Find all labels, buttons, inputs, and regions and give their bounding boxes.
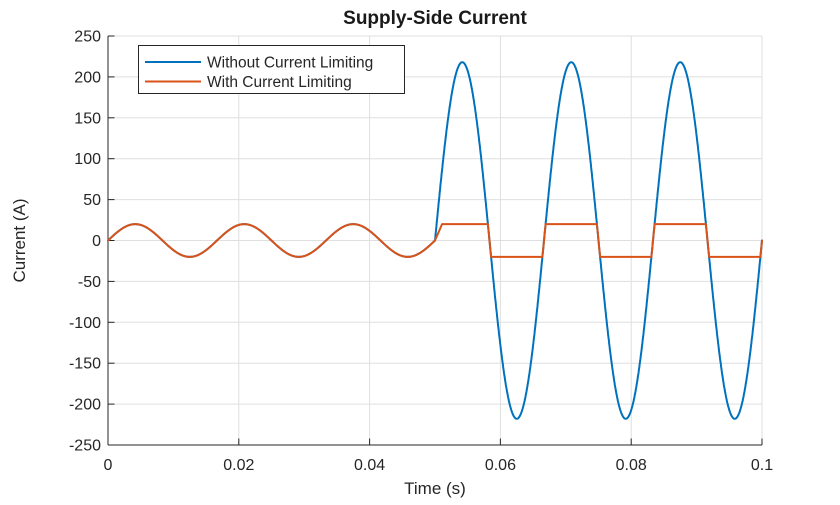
y-tick-label: 150: [74, 110, 101, 127]
y-tick-label: -250: [69, 438, 101, 455]
legend-label-with-limiting: With Current Limiting: [207, 74, 352, 91]
legend-label-without-limiting: Without Current Limiting: [207, 55, 373, 72]
x-tick-label: 0.02: [223, 457, 254, 474]
series-line-with-current-limiting: [107, 223, 763, 258]
x-tick-label: 0.04: [354, 457, 385, 474]
y-tick-label: 200: [74, 69, 101, 86]
y-tick-label: 100: [74, 151, 101, 168]
x-tick-label: 0.1: [751, 457, 773, 474]
y-tick-label: 50: [83, 192, 101, 209]
x-tick-label: 0.06: [485, 457, 516, 474]
series-layer: [107, 61, 763, 420]
y-tick-label: -50: [78, 274, 101, 291]
y-tick-label: -100: [69, 315, 101, 332]
y-tick-label: 0: [92, 233, 101, 250]
x-tick-label: 0: [104, 457, 113, 474]
chart-title: Supply-Side Current: [343, 8, 527, 29]
y-tick-label: -200: [69, 397, 101, 414]
y-tick-label: -150: [69, 356, 101, 373]
legend: Without Current Limiting With Current Li…: [138, 45, 405, 94]
y-axis-label: Current (A): [10, 198, 29, 282]
legend-box: [138, 45, 405, 94]
x-tick-label: 0.08: [616, 457, 647, 474]
x-axis-label: Time (s): [404, 479, 466, 498]
y-tick-label: 250: [74, 29, 101, 46]
tick-label-layer: 0 0.02 0.04 0.06 0.08 0.1 -250 -200 -150 -100 -50 0…: [69, 29, 773, 475]
